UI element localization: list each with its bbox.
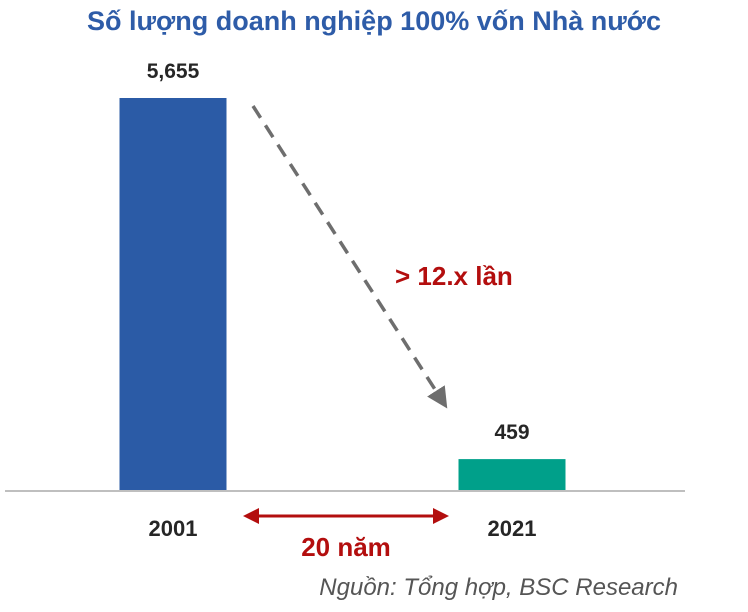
span-double-arrow: [243, 508, 449, 524]
value-label-2001: 5,655: [147, 60, 200, 83]
source-note: Nguồn: Tổng hợp, BSC Research: [319, 574, 678, 601]
value-label-2021: 459: [494, 421, 529, 444]
category-label-2001: 2001: [149, 516, 198, 541]
category-label-2021: 2021: [488, 516, 537, 541]
span-annotation: 20 năm: [301, 532, 391, 562]
bar-2001: [119, 98, 227, 491]
decline-annotation: > 12.x lần: [395, 261, 513, 291]
bar-2021: [458, 459, 566, 491]
span-arrow-left-head: [243, 508, 259, 524]
decline-trend-arrow: [251, 105, 448, 409]
bars-layer: 5,655 2001 459 2021: [119, 60, 566, 541]
chart-title: Số lượng doanh nghiệp 100% vốn Nhà nước: [86, 6, 662, 36]
span-arrow-right-head: [433, 508, 449, 524]
